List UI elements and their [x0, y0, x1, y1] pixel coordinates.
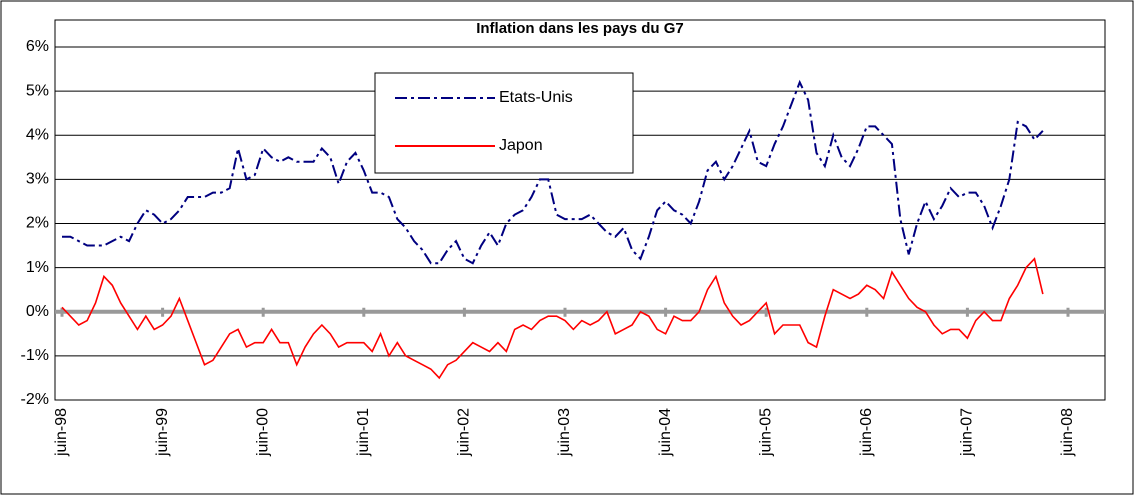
y-tick-label: 0% — [26, 303, 49, 320]
y-tick-label: 5% — [26, 82, 49, 99]
legend: Etats-Unis Japon — [374, 72, 634, 174]
legend-label: Etats-Unis — [499, 89, 573, 106]
x-tick-label: juin-08 — [1059, 408, 1076, 457]
x-tick-label: juin-06 — [858, 408, 875, 457]
x-tick-label: juin-01 — [355, 408, 372, 457]
legend-label: Japon — [499, 137, 543, 154]
x-tick-label: juin-03 — [556, 408, 573, 457]
y-tick-label: 1% — [26, 259, 49, 276]
y-tick-label: 4% — [26, 126, 49, 143]
legend-box — [374, 72, 634, 174]
series-line — [61, 257, 1044, 380]
chart-title: Inflation dans les pays du G7 — [476, 20, 684, 37]
y-tick-label: 3% — [26, 171, 49, 188]
series-line — [62, 79, 1044, 265]
x-tick-label: juin-98 — [53, 408, 70, 457]
x-tick-label: juin-02 — [456, 408, 473, 457]
y-tick-label: 6% — [26, 38, 49, 55]
x-tick-label: juin-07 — [959, 408, 976, 457]
x-tick-label: juin-05 — [757, 408, 774, 457]
y-tick-label: -1% — [21, 347, 49, 364]
x-tick-label: juin-00 — [254, 408, 271, 457]
y-tick-label: -2% — [21, 391, 49, 408]
x-tick-label: juin-04 — [657, 408, 674, 457]
x-tick-label: juin-99 — [154, 408, 171, 457]
y-tick-label: 2% — [26, 215, 49, 232]
